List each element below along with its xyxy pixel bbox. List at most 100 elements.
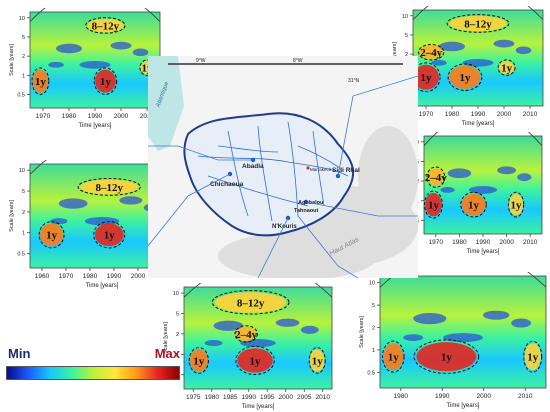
low-power-region (403, 334, 424, 341)
low-power-region (440, 186, 455, 193)
period-label: 1y (441, 352, 453, 364)
high-power-region (32, 69, 49, 93)
x-tick-label: 2005 (297, 394, 312, 401)
x-tick-label: 2000 (131, 273, 146, 280)
period-label: 8–12y (95, 182, 123, 194)
y-tick-label: 10 (19, 168, 25, 174)
high-power-region (215, 292, 287, 313)
period-label: 2–4y (425, 172, 448, 184)
y-tick-label: 10 (369, 281, 375, 287)
station-label: Tahnaout (294, 208, 319, 214)
y-tick-label: 5 (405, 33, 408, 39)
station-label: Abadla (242, 163, 264, 170)
wavelet-panel-bottom-right: 1y 1y 1y 1980 1990 2000 2010 Time [years] 10 5 2 1 0… (356, 272, 550, 410)
low-power-region (119, 196, 143, 205)
coord-label: 9°W (196, 58, 206, 64)
low-power-region (468, 185, 498, 194)
legend-gradient-bar (6, 366, 180, 380)
high-power-region (309, 349, 325, 372)
x-tick-label: 1970 (59, 273, 74, 280)
high-power-region (95, 69, 116, 93)
y-tick-label: 0.5 (17, 251, 25, 257)
y-tick-label: 5 (176, 312, 179, 318)
low-power-region (48, 61, 64, 68)
y-tick-label: 1 (372, 348, 375, 354)
x-tick-label: 2000 (499, 239, 514, 246)
period-label: 1y (193, 355, 205, 367)
period-label: 1y (100, 76, 112, 88)
wavelet-panel-top-left: 8–12y 1y 1y 1y 1970 1980 1990 2000 2010 Time [yea… (6, 8, 164, 130)
period-label: 1y (250, 355, 262, 367)
high-power-region (413, 64, 439, 90)
low-power-region (300, 325, 319, 334)
station-label: Chichaoua (210, 181, 244, 188)
high-power-region (237, 348, 273, 373)
station-dot (250, 157, 256, 163)
high-power-region (498, 60, 515, 75)
significance-contour (38, 221, 65, 249)
relief-shading (218, 126, 418, 280)
x-tick-label: 2010 (523, 239, 538, 246)
low-power-region (56, 43, 82, 54)
period-label: 8–12y (237, 297, 265, 309)
x-tick-label: 2010 (518, 393, 533, 400)
high-power-region (235, 326, 257, 342)
x-tick-label: 2000 (477, 393, 492, 400)
y-tick-label: 5 (22, 189, 25, 195)
x-axis-label: Time [years] (242, 404, 275, 410)
low-power-region (213, 320, 244, 331)
power-spectrum (424, 136, 542, 234)
x-tick-label: 2010 (316, 394, 331, 401)
low-power-region (275, 318, 300, 327)
y-tick-label: 2 (372, 326, 375, 332)
low-power-region (58, 198, 88, 209)
x-tick-label: 1960 (35, 273, 50, 280)
significance-contour (446, 14, 510, 33)
x-tick-label: 1980 (62, 113, 77, 120)
significance-contour (235, 345, 275, 376)
x-axis-label: Time [years] (79, 123, 112, 129)
cone-of-influence (412, 6, 544, 20)
y-tick-label: 2 (22, 54, 25, 60)
wavelet-panel-top-right: 8–12y 2–4y 1y 1y 1y 1970 1980 1990 2000 2010 Time … (389, 6, 547, 128)
low-power-region (443, 333, 483, 343)
low-power-region (511, 318, 532, 328)
period-label: 2–4y (235, 329, 258, 341)
x-tick-label: 1990 (88, 113, 103, 120)
plot-axes (183, 286, 333, 390)
period-label: 1y (104, 230, 116, 242)
y-tick-label: 10 (402, 14, 408, 20)
station-dot (227, 171, 233, 177)
period-label: 8–12y (92, 20, 120, 32)
ocean-area (148, 56, 184, 151)
low-power-region (431, 59, 447, 66)
low-power-region (515, 46, 532, 55)
basin-map: 9°W 8°W 31°N Abadla Chichaoua Marrakech (147, 56, 419, 280)
low-power-region (517, 173, 532, 182)
significance-contour (382, 340, 405, 373)
low-power-region (240, 339, 276, 348)
x-tick-label: 2010 (140, 113, 155, 120)
low-power-region (50, 218, 68, 225)
wavelet-panel-bottom-mid: 8–12y 2–4y 1y 1y 1y 1975 1980 1985 1990 1995 2000 2… (160, 283, 336, 411)
plot-axes (379, 275, 547, 389)
x-tick-label: 1980 (452, 239, 467, 246)
high-power-region (419, 45, 443, 59)
high-power-region (461, 193, 486, 216)
x-axis-label: Time [years] (462, 121, 495, 127)
high-power-region (425, 192, 442, 217)
high-power-region (449, 65, 481, 89)
low-power-region (132, 48, 149, 57)
y-tick-label: 2 (176, 332, 179, 338)
x-tick-label: 1980 (205, 394, 220, 401)
period-label: 8–12y (464, 18, 492, 30)
significance-contour (188, 347, 209, 374)
significance-contour (447, 63, 483, 91)
x-axis-label: Time [years] (447, 403, 480, 409)
coord-label: 8°W (293, 58, 303, 64)
low-power-region (482, 310, 510, 320)
significance-contour (31, 67, 50, 95)
high-power-region (427, 168, 445, 186)
period-label: 1y (511, 200, 522, 212)
color-legend: Min Max (6, 346, 180, 386)
